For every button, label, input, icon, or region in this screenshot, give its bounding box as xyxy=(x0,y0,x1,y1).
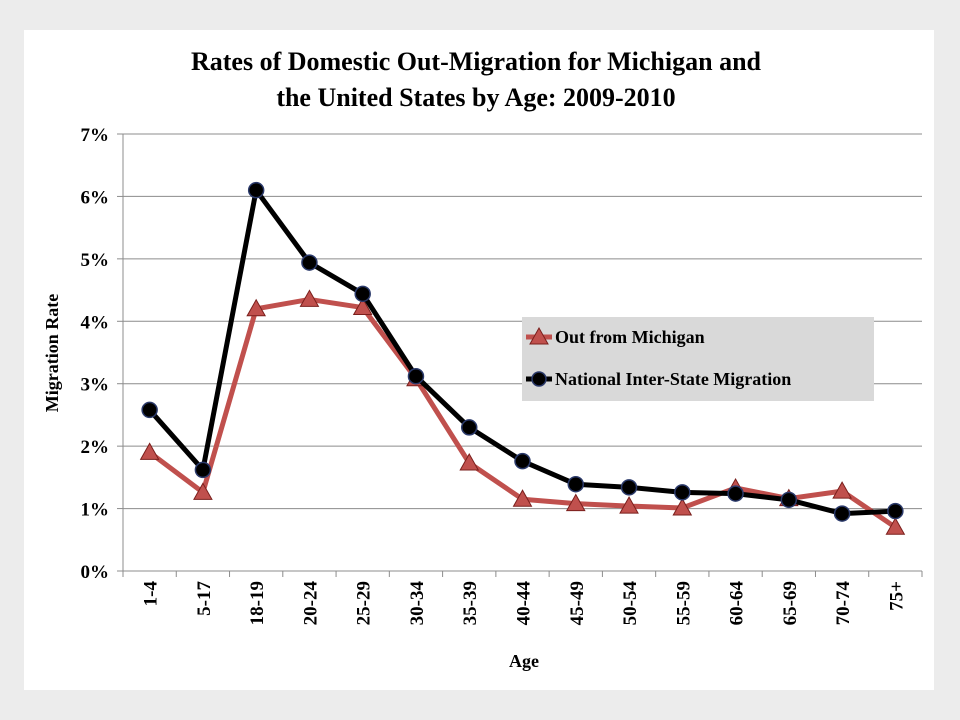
x-tick-label: 60-64 xyxy=(727,581,748,626)
legend-box xyxy=(522,317,874,401)
x-tick-label: 45-49 xyxy=(567,581,588,625)
data-point-triangle xyxy=(565,493,586,512)
legend-marker-triangle xyxy=(529,326,549,345)
x-tick-label: 40-44 xyxy=(514,581,535,626)
chart-canvas: Rates of Domestic Out-Migration for Mich… xyxy=(42,47,923,671)
x-axis-label: Age xyxy=(509,651,539,671)
y-axis-label: Migration Rate xyxy=(42,294,62,412)
data-point-circle xyxy=(727,485,744,502)
data-point-circle xyxy=(141,401,158,419)
data-point-triangle xyxy=(139,442,160,460)
legend-marker-circle xyxy=(531,371,547,387)
x-tick-label: 1-4 xyxy=(141,581,162,607)
x-tick-label: 20-24 xyxy=(300,581,321,626)
data-point-circle xyxy=(674,484,691,501)
x-tick-label: 70-74 xyxy=(833,581,854,626)
y-tick-label: 4% xyxy=(81,312,110,333)
legend-entry-label: National Inter-State Migration xyxy=(555,369,791,389)
legend-entry-label: Out from Michigan xyxy=(555,327,705,347)
y-tick-label: 3% xyxy=(81,375,110,396)
data-point-triangle xyxy=(672,497,693,516)
data-point-circle xyxy=(833,505,851,522)
x-tick-label: 55-59 xyxy=(673,581,694,625)
data-point-triangle xyxy=(299,289,320,307)
data-point-triangle xyxy=(459,452,480,471)
x-tick-label: 65-69 xyxy=(780,581,801,625)
x-tick-label: 25-29 xyxy=(354,581,375,625)
x-tick-label: 35-39 xyxy=(460,581,481,625)
data-point-circle xyxy=(247,181,265,199)
chart-title-line1: Rates of Domestic Out-Migration for Mich… xyxy=(191,47,762,76)
series-national xyxy=(141,181,904,522)
x-tick-label: 30-34 xyxy=(407,581,428,626)
y-tick-label: 7% xyxy=(81,125,110,146)
data-point-triangle xyxy=(885,517,906,535)
y-tick-label: 2% xyxy=(81,437,110,458)
data-point-triangle xyxy=(619,496,639,514)
data-point-circle xyxy=(460,419,478,436)
data-point-circle xyxy=(407,367,425,385)
data-point-triangle xyxy=(832,481,852,499)
data-point-circle xyxy=(514,452,531,470)
chart-title-line2: the United States by Age: 2009-2010 xyxy=(276,83,675,112)
data-point-triangle xyxy=(193,482,213,500)
data-point-triangle xyxy=(352,297,373,316)
data-point-circle xyxy=(620,479,638,496)
data-point-circle xyxy=(354,285,371,303)
y-tick-label: 0% xyxy=(81,562,110,583)
data-point-circle xyxy=(887,502,904,520)
data-point-triangle xyxy=(246,298,267,317)
y-tick-label: 5% xyxy=(81,250,110,271)
data-point-circle xyxy=(567,475,585,493)
data-point-circle xyxy=(780,491,798,509)
y-tick-label: 1% xyxy=(81,500,110,521)
data-point-circle xyxy=(194,461,212,479)
x-tick-label: 50-54 xyxy=(620,581,641,626)
data-point-triangle xyxy=(512,489,533,507)
data-point-circle xyxy=(301,254,318,271)
y-tick-label: 6% xyxy=(81,187,110,208)
chart-card: Rates of Domestic Out-Migration for Mich… xyxy=(24,30,934,690)
x-tick-label: 18-19 xyxy=(247,581,268,625)
legend: Out from Michigan National Inter-State Mi… xyxy=(522,317,874,401)
x-tick-label: 75+ xyxy=(886,581,907,611)
x-tick-label: 5-17 xyxy=(194,581,215,616)
